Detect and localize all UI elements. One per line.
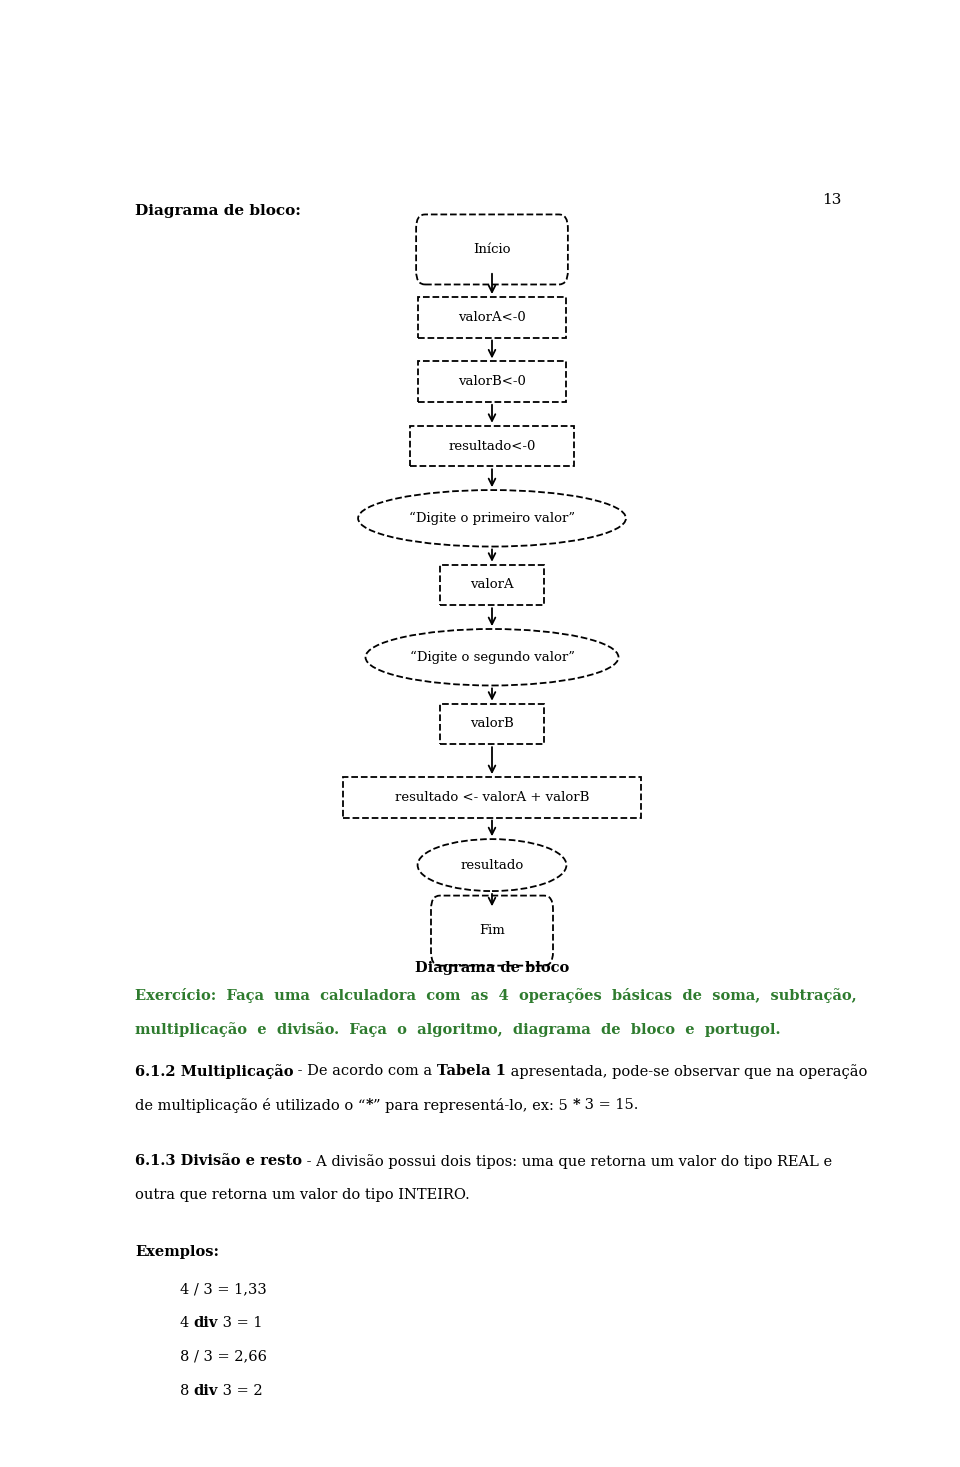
Text: 13: 13	[823, 194, 842, 207]
Text: 4 / 3 = 1,33: 4 / 3 = 1,33	[180, 1282, 266, 1295]
Text: valorA<-0: valorA<-0	[458, 311, 526, 324]
FancyBboxPatch shape	[418, 361, 566, 402]
Text: 6.1.2 Multiplicação: 6.1.2 Multiplicação	[134, 1064, 294, 1078]
Ellipse shape	[366, 629, 618, 685]
Text: div: div	[194, 1383, 218, 1398]
Text: *: *	[572, 1097, 580, 1112]
Text: 8: 8	[180, 1383, 194, 1398]
Text: 3 = 15.: 3 = 15.	[580, 1097, 638, 1112]
Text: de multiplicação é utilizado o “: de multiplicação é utilizado o “	[134, 1097, 365, 1113]
FancyBboxPatch shape	[418, 296, 566, 337]
FancyBboxPatch shape	[416, 214, 568, 285]
FancyBboxPatch shape	[440, 704, 544, 744]
Text: 4: 4	[180, 1316, 193, 1329]
Text: Diagrama de bloco: Diagrama de bloco	[415, 961, 569, 976]
FancyBboxPatch shape	[431, 895, 553, 965]
Text: Exercício:  Faça  uma  calculadora  com  as  4  operações  básicas  de  soma,  s: Exercício: Faça uma calculadora com as 4…	[134, 989, 856, 1003]
Text: resultado<-0: resultado<-0	[448, 440, 536, 452]
Text: Diagrama de bloco:: Diagrama de bloco:	[134, 204, 300, 219]
Text: outra que retorna um valor do tipo INTEIRO.: outra que retorna um valor do tipo INTEI…	[134, 1188, 469, 1201]
Text: valorA: valorA	[470, 578, 514, 591]
Text: 3 = 1: 3 = 1	[218, 1316, 262, 1329]
Text: “Digite o primeiro valor”: “Digite o primeiro valor”	[409, 512, 575, 525]
Ellipse shape	[358, 490, 626, 547]
Text: 6.1.3 Divisão e resto: 6.1.3 Divisão e resto	[134, 1155, 301, 1168]
Text: 3 = 2: 3 = 2	[218, 1383, 262, 1398]
Text: Início: Início	[473, 244, 511, 255]
Ellipse shape	[418, 839, 566, 890]
FancyBboxPatch shape	[440, 565, 544, 606]
Text: Tabela 1: Tabela 1	[437, 1064, 506, 1078]
Text: Exemplos:: Exemplos:	[134, 1244, 219, 1259]
Text: - A divisão possui dois tipos: uma que retorna um valor do tipo REAL e: - A divisão possui dois tipos: uma que r…	[301, 1155, 832, 1169]
Text: 8 / 3 = 2,66: 8 / 3 = 2,66	[180, 1350, 267, 1364]
Text: div: div	[193, 1316, 218, 1329]
Text: *: *	[365, 1097, 372, 1112]
Text: ” para representá-lo, ex: 5: ” para representá-lo, ex: 5	[372, 1097, 572, 1113]
Text: Fim: Fim	[479, 924, 505, 937]
Text: resultado: resultado	[461, 858, 523, 871]
Text: valorB: valorB	[470, 717, 514, 731]
Text: multiplicação  e  divisão.  Faça  o  algoritmo,  diagrama  de  bloco  e  portugo: multiplicação e divisão. Faça o algoritm…	[134, 1022, 780, 1037]
FancyBboxPatch shape	[344, 778, 641, 817]
Text: - De acordo com a: - De acordo com a	[294, 1064, 437, 1078]
Text: apresentada, pode-se observar que na operação: apresentada, pode-se observar que na ope…	[506, 1064, 868, 1078]
FancyBboxPatch shape	[410, 425, 574, 467]
Text: valorB<-0: valorB<-0	[458, 376, 526, 389]
Text: “Digite o segundo valor”: “Digite o segundo valor”	[410, 651, 574, 665]
Text: resultado <- valorA + valorB: resultado <- valorA + valorB	[395, 791, 589, 804]
